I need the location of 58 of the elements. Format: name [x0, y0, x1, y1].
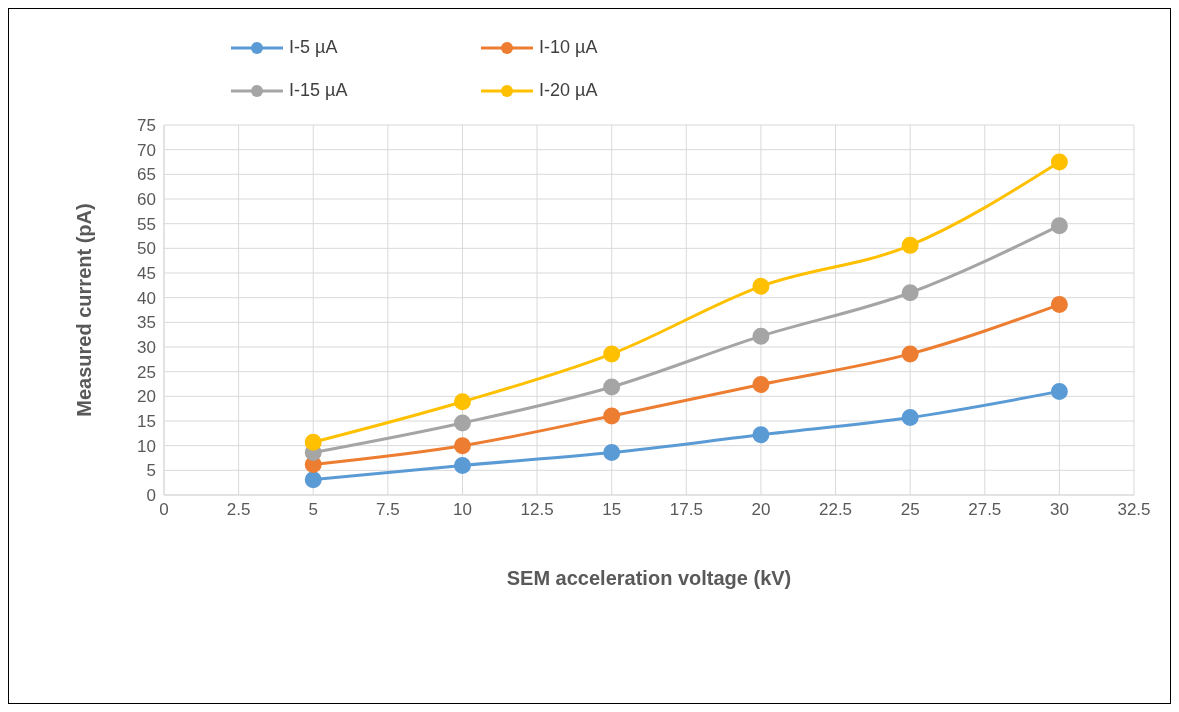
- x-tick-label: 22.5: [818, 500, 853, 520]
- point: [453, 414, 471, 432]
- legend-label: I-20 µA: [539, 80, 598, 101]
- y-axis-title: Measured current (pA): [73, 203, 96, 417]
- x-tick-label: 27.5: [968, 500, 1002, 520]
- point: [901, 284, 919, 302]
- x-tick-label: 0: [159, 500, 169, 520]
- x-tick-label: 30: [1049, 500, 1069, 520]
- x-tick-label: 7.5: [376, 500, 400, 520]
- y-tick-label: 65: [137, 165, 156, 185]
- x-tick-label: 5: [308, 500, 318, 520]
- point: [752, 327, 770, 345]
- y-tick-label: 15: [137, 412, 156, 432]
- x-tick-label: 2.5: [226, 500, 251, 520]
- y-tick-label: 70: [137, 140, 156, 160]
- point: [752, 426, 770, 444]
- point: [901, 409, 919, 427]
- y-tick-label: 0: [146, 486, 156, 506]
- point: [603, 345, 621, 363]
- x-tick-label: 12.5: [520, 500, 554, 520]
- point: [453, 437, 471, 455]
- y-tick-label: 25: [137, 362, 156, 382]
- y-tick-label: 10: [137, 436, 156, 456]
- x-tick-label: 25: [900, 500, 920, 520]
- point: [603, 407, 621, 425]
- x-tick-label: 32.5: [1117, 500, 1151, 520]
- legend-label: I-10 µA: [539, 37, 598, 58]
- point: [901, 236, 919, 254]
- y-tick-label: 55: [137, 214, 156, 234]
- point: [1050, 296, 1068, 314]
- y-tick-label: 5: [146, 461, 156, 481]
- point: [603, 444, 621, 462]
- legend-label: I-5 µA: [289, 37, 338, 58]
- y-tick-label: 45: [137, 264, 156, 284]
- y-tick-label: 30: [137, 338, 156, 358]
- x-tick-label: 10: [453, 500, 472, 520]
- point: [304, 471, 322, 489]
- x-tick-label: 20: [751, 500, 771, 520]
- x-tick-label: 15: [602, 500, 622, 520]
- legend-label: I-15 µA: [289, 80, 348, 101]
- point: [752, 375, 770, 393]
- point: [304, 433, 322, 451]
- y-tick-label: 75: [137, 116, 156, 136]
- y-tick-label: 35: [137, 313, 156, 333]
- x-axis-title: SEM acceleration voltage (kV): [506, 567, 792, 589]
- y-tick-label: 20: [137, 387, 156, 407]
- y-tick-label: 60: [137, 190, 156, 210]
- point: [1050, 153, 1068, 171]
- point: [453, 393, 471, 411]
- point: [752, 277, 770, 295]
- point: [1050, 217, 1068, 235]
- point: [1050, 382, 1068, 400]
- x-tick-label: 17.5: [669, 500, 703, 520]
- y-tick-label: 50: [137, 239, 156, 259]
- point: [453, 456, 471, 474]
- y-tick-label: 40: [137, 288, 156, 308]
- point: [603, 378, 621, 396]
- point: [901, 345, 919, 363]
